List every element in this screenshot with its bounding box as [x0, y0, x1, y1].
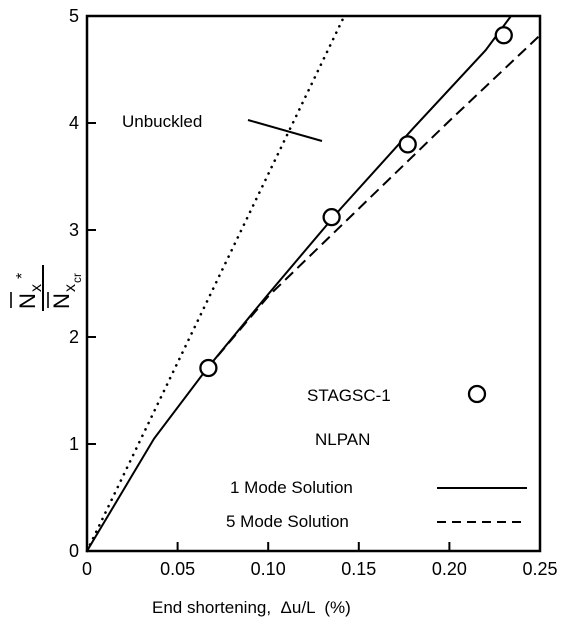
y-tick-label: 2: [69, 327, 79, 347]
legend-one-mode-label: 1 Mode Solution: [230, 478, 353, 497]
series-line-5-mode-solution: [205, 34, 541, 370]
x-axis-label: End shortening, Δu/L (%): [152, 598, 351, 617]
x-tick-label: 0.15: [341, 559, 376, 579]
y-tick-label: 3: [69, 220, 79, 240]
x-tick-label: 0.20: [432, 559, 467, 579]
annotation-unbuckled-pointer: [247, 119, 323, 142]
y-tick-label: 0: [69, 541, 79, 561]
y-label-den-subsub: cr: [70, 273, 84, 283]
plot-frame: [85, 14, 542, 553]
y-label-num-sub: x: [28, 284, 45, 292]
y-label-den-sub: x: [62, 284, 79, 292]
x-tick-label: 0.25: [522, 559, 557, 579]
x-tick-label: 0.10: [251, 559, 286, 579]
legend-stagsc-label: STAGSC-1: [307, 386, 391, 405]
y-label-num-sup: *: [14, 273, 31, 279]
y-label-num-base: N: [15, 293, 40, 309]
y-axis-label: N x * N x cr: [10, 265, 84, 311]
y-tick-label: 5: [69, 6, 79, 26]
data-point-stagsc-1: [398, 135, 417, 154]
series-group: [85, 14, 541, 553]
x-tick-label: 0.05: [160, 559, 195, 579]
legend-stagsc-marker: [467, 384, 487, 404]
series-line-unbuckled: [85, 14, 346, 553]
y-label-den-base: N: [49, 293, 74, 309]
annotation-unbuckled: Unbuckled: [122, 112, 202, 131]
y-tick-label: 1: [69, 434, 79, 454]
axis-ticks: 0 0.05 0.10 0.15 0.20 0.25 0 1 2 3 4 5: [69, 6, 558, 579]
marker-group: [199, 26, 513, 378]
legend-nlpan-label: NLPAN: [315, 430, 370, 449]
data-point-stagsc-1: [494, 26, 513, 45]
y-tick-label: 4: [69, 113, 79, 133]
data-point-stagsc-1: [199, 358, 218, 378]
legend-five-mode-label: 5 Mode Solution: [226, 512, 349, 531]
data-point-stagsc-1: [322, 208, 341, 227]
series-line-1-mode-solution: [86, 15, 512, 552]
x-tick-label: 0: [82, 559, 92, 579]
